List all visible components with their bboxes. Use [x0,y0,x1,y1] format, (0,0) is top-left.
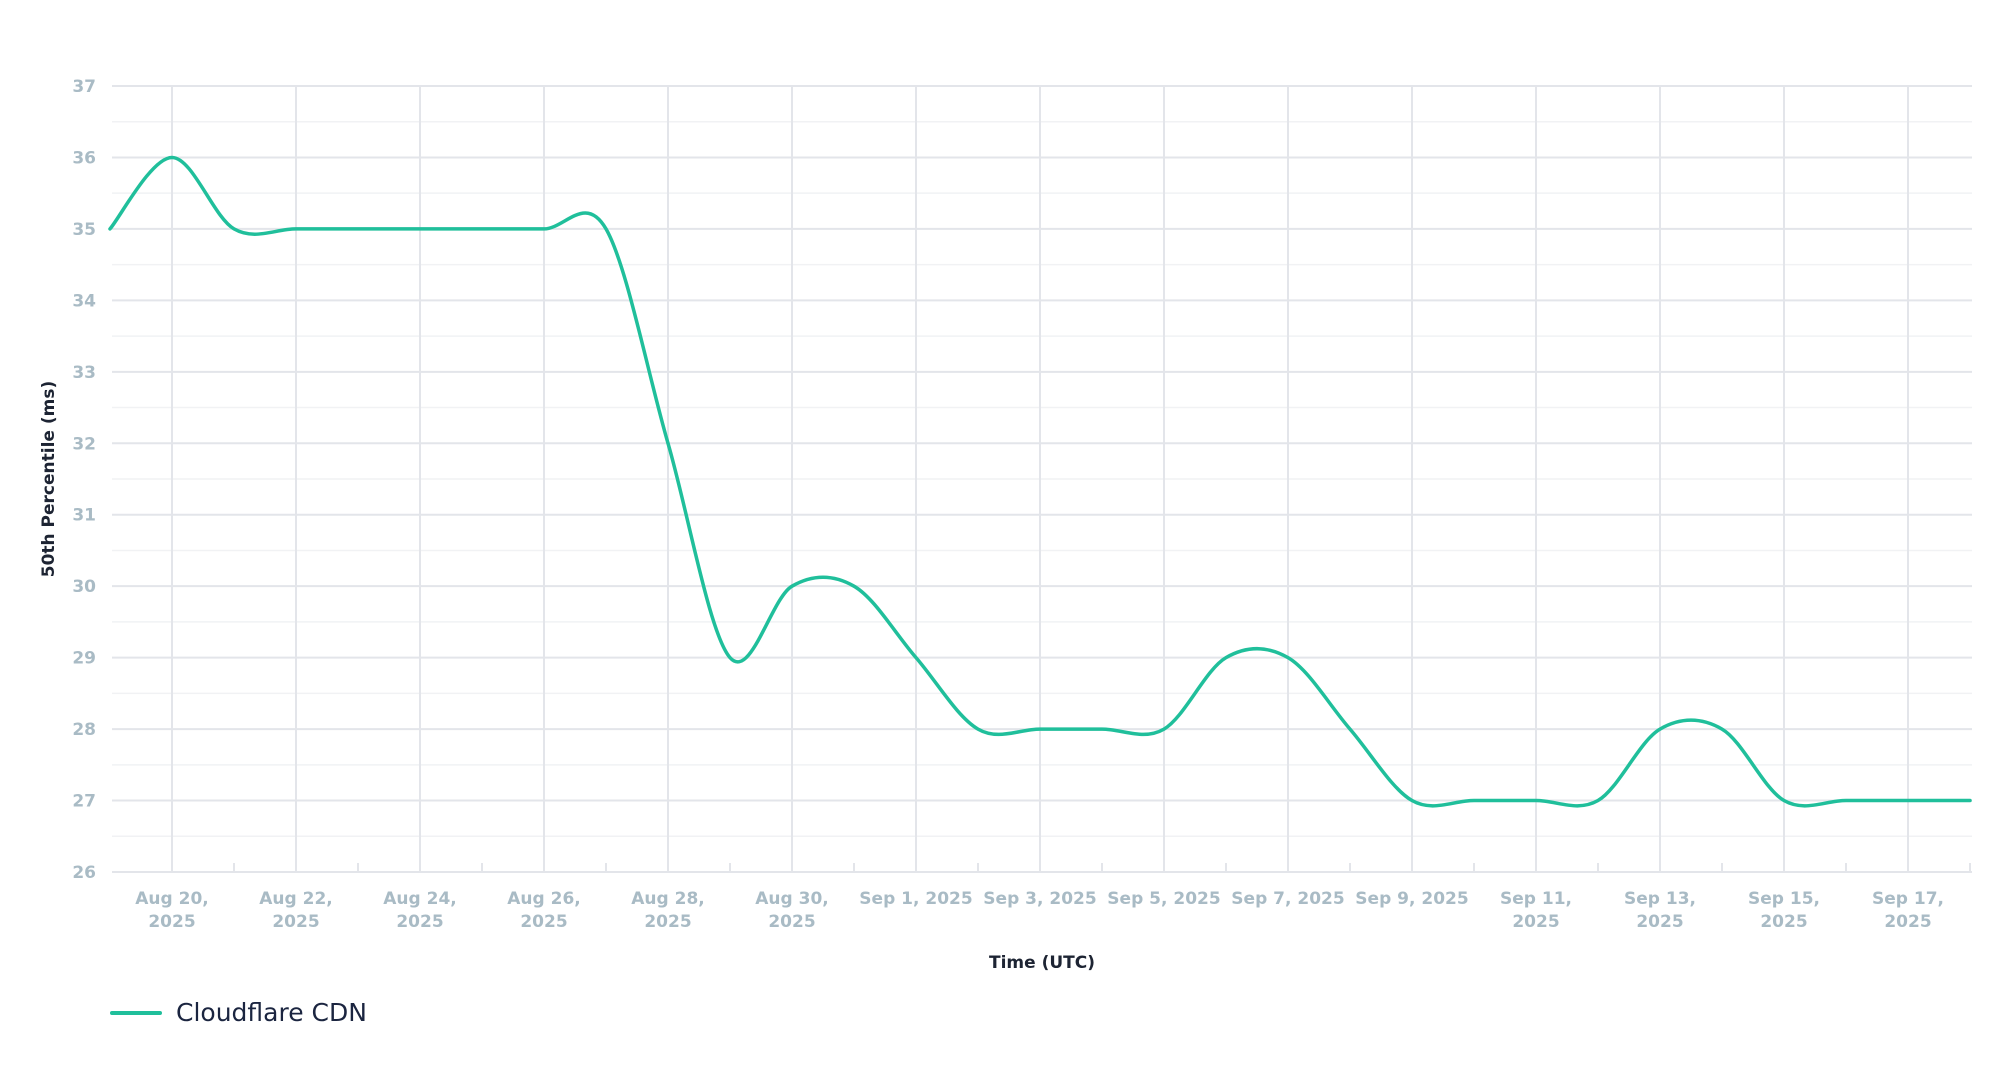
x-tick-label-year: 2025 [520,912,567,932]
series-layer [108,155,1972,808]
series-line-cloudflare-cdn [108,155,1972,808]
x-tick-label: Sep 13, [1624,889,1696,909]
x-axis-title: Time (UTC) [989,953,1095,973]
x-tick-label: Sep 7, 2025 [1231,889,1344,909]
y-tick-label: 33 [72,363,96,383]
legend-swatch [110,1010,162,1015]
x-tick-label: Sep 9, 2025 [1355,889,1468,909]
x-tick-label-year: 2025 [1636,912,1683,932]
x-tick-label: Sep 3, 2025 [983,889,1096,909]
x-tick-label: Sep 1, 2025 [859,889,972,909]
x-axis-ticks: Aug 20, 2025 Aug 22, 2025 Aug 24, 2025 Aug 26,… [135,889,1944,932]
x-tick-label: Sep 17, [1872,889,1944,909]
y-axis-ticks: 26 27 28 29 30 31 32 33 34 35 36 37 [72,77,96,883]
legend: Cloudflare CDN [110,998,367,1027]
x-tick-label: Sep 15, [1748,889,1820,909]
y-tick-label: 28 [72,720,96,740]
x-tick-label-year: 2025 [396,912,443,932]
y-tick-label: 30 [72,577,96,597]
y-tick-label: 26 [72,863,96,883]
x-tick-label: Aug 20, [135,889,208,909]
x-tick-label-year: 2025 [1884,912,1931,932]
x-tick-label: Aug 22, [259,889,332,909]
x-tick-label: Aug 24, [383,889,456,909]
y-tick-label: 27 [72,792,96,812]
y-tick-label: 31 [72,506,96,526]
x-tick-label-year: 2025 [1760,912,1807,932]
y-axis-title: 50th Percentile (ms) [39,381,59,578]
x-tick-label: Aug 28, [631,889,704,909]
y-tick-label: 34 [72,291,96,311]
x-tick-label: Sep 11, [1500,889,1572,909]
y-tick-label: 32 [72,434,96,454]
x-tick-label-year: 2025 [768,912,815,932]
x-tick-label: Sep 5, 2025 [1107,889,1220,909]
x-tick-label: Aug 26, [507,889,580,909]
y-tick-label: 29 [72,649,96,669]
x-tick-label: Aug 30, [755,889,828,909]
x-tick-label-year: 2025 [1512,912,1559,932]
legend-label[interactable]: Cloudflare CDN [176,998,367,1027]
grid-lines [112,85,1972,873]
y-tick-label: 36 [72,148,96,168]
x-tick-label-year: 2025 [272,912,319,932]
x-tick-label-year: 2025 [644,912,691,932]
x-tick-label-year: 2025 [148,912,195,932]
y-tick-label: 35 [72,220,96,240]
y-tick-label: 37 [72,77,96,97]
